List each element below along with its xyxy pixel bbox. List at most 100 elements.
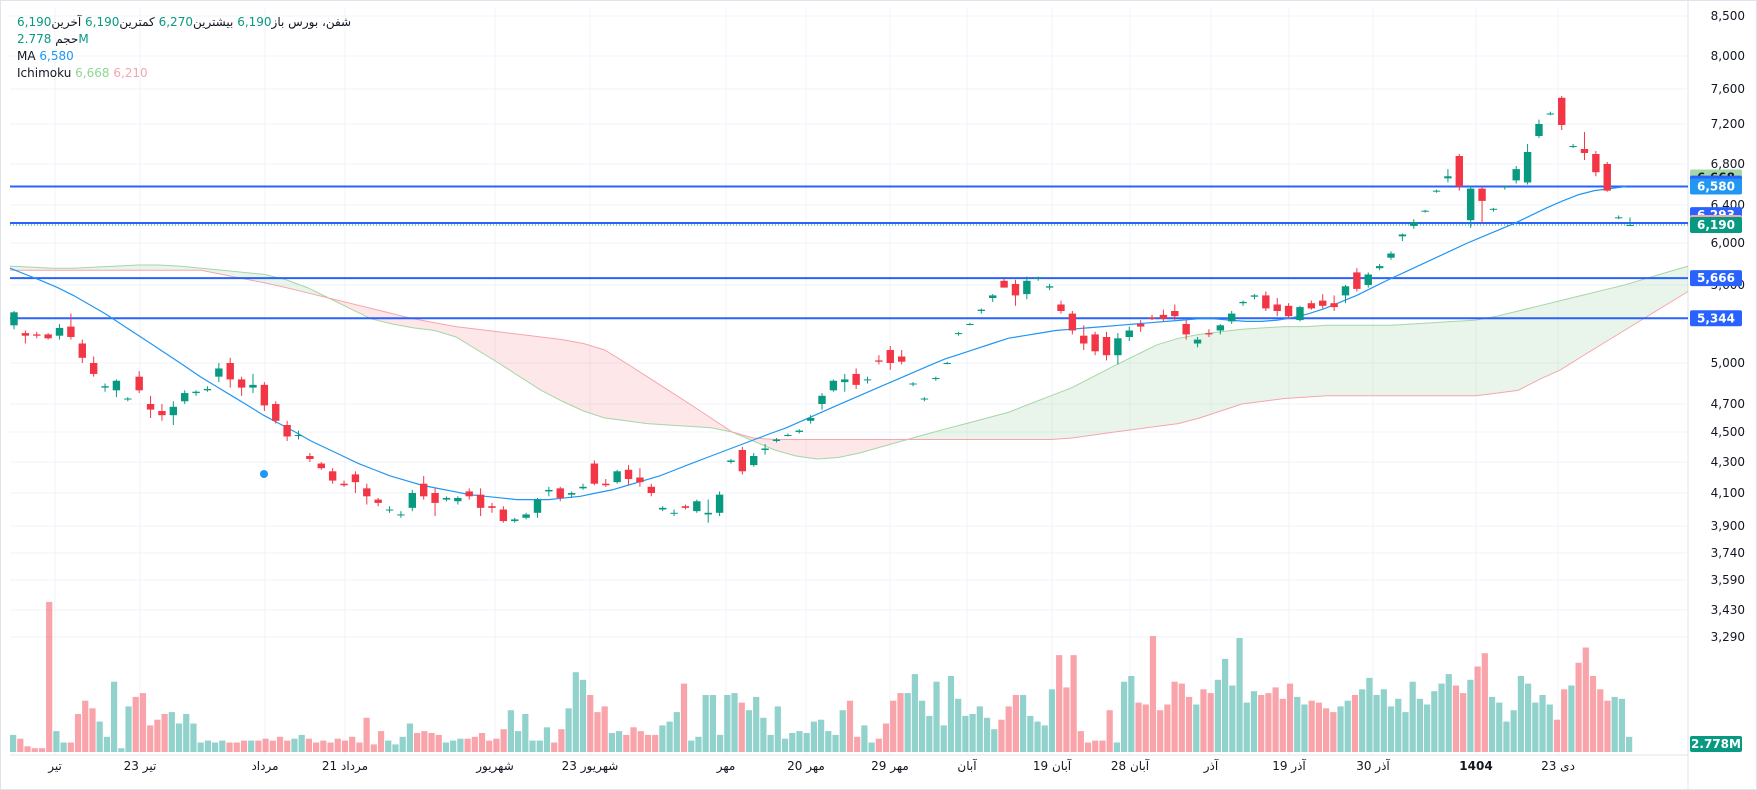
x-tick-label: آبان: [957, 758, 977, 773]
ichimoku-cloud-segment: [31, 267, 53, 271]
candle-body: [636, 477, 644, 483]
candle-body: [1011, 283, 1020, 296]
volume-bar: [1128, 676, 1135, 752]
volume-bar: [753, 696, 760, 752]
volume-bar: [435, 734, 442, 752]
candle-body: [1125, 330, 1133, 337]
volume-bar: [616, 731, 623, 752]
volume-bar: [212, 742, 219, 752]
ichimoku-cloud-segment: [1666, 266, 1688, 305]
symbol-label: شفن، بورس: [288, 15, 352, 29]
candle-body: [977, 309, 986, 311]
volume-bar: [385, 740, 392, 752]
volume-bar: [284, 740, 291, 752]
volume-bar: [154, 719, 161, 752]
candle-body: [1546, 113, 1555, 115]
ichimoku-cloud-segment: [562, 339, 584, 411]
candle-body: [818, 395, 826, 404]
candle-body: [283, 425, 291, 437]
ichimoku-cloud-segment: [965, 418, 988, 440]
ichimoku-cloud-segment: [795, 439, 818, 459]
volume-bar: [825, 731, 832, 752]
volume-bar: [724, 695, 731, 752]
candle-body: [658, 507, 667, 510]
volume-bar: [46, 601, 53, 752]
volume-bar: [926, 715, 933, 752]
ichimoku-cloud-segment: [774, 439, 796, 456]
candle-body: [385, 509, 394, 511]
candle-body: [374, 499, 382, 503]
ichimoku-cloud-segment: [1539, 300, 1561, 380]
volume-bar: [255, 740, 262, 752]
candle-body: [738, 450, 747, 472]
candle-body: [488, 506, 496, 508]
price-label-text: 5,344: [1697, 311, 1735, 325]
ichimoku-cloud-segment: [179, 266, 202, 271]
volume-bar: [594, 712, 601, 752]
volume-bar: [1532, 702, 1539, 752]
candle-body: [1455, 156, 1463, 187]
ichimoku-a-value: 6,668: [75, 66, 110, 80]
candle-body: [886, 350, 894, 363]
volume-bar: [774, 706, 781, 752]
volume-bar: [1525, 683, 1532, 752]
y-tick-label: 4,500: [1711, 425, 1745, 439]
candle-body: [169, 406, 178, 416]
volume-bar: [478, 733, 486, 752]
y-tick-label: 8,000: [1711, 49, 1745, 63]
candle-body: [272, 404, 280, 421]
volume-bar: [1553, 719, 1561, 752]
x-tick-label: 29 مهر: [871, 759, 909, 774]
volume-bar: [1027, 715, 1034, 752]
candle-body: [146, 404, 155, 410]
candle-body: [454, 497, 462, 502]
volume-bar: [875, 738, 882, 752]
candle-body: [875, 360, 883, 362]
candle-body: [1148, 317, 1156, 319]
price-label-text: 5,666: [1697, 271, 1735, 285]
volume-bar: [1034, 721, 1041, 752]
volume-bar: [962, 715, 969, 752]
candle-body: [1478, 188, 1486, 201]
volume-bar: [976, 706, 983, 752]
y-tick-label: 5,000: [1711, 356, 1745, 370]
volume-bar: [1301, 704, 1308, 752]
volume-bar: [334, 738, 341, 752]
candle-body: [909, 383, 917, 385]
volume-bar: [709, 695, 716, 752]
volume-bar: [818, 719, 825, 752]
ichimoku-cloud-segment: [371, 308, 393, 324]
volume-bar: [1222, 658, 1229, 752]
volume-bar: [1214, 679, 1221, 752]
volume-bar: [1561, 689, 1568, 752]
candle-body: [784, 435, 792, 436]
volume-axis-label-box: [1690, 736, 1742, 752]
volume-bar: [579, 679, 587, 752]
volume-bar: [399, 736, 406, 752]
candle-body: [1296, 307, 1304, 321]
ichimoku-cloud-segment: [1326, 325, 1349, 396]
x-tick-label: 21 مرداد: [322, 759, 368, 774]
price-label-text: 6,580: [1697, 180, 1735, 194]
volume-bar: [767, 734, 774, 752]
ichimoku-cloud-segment: [541, 337, 563, 402]
volume-bar: [60, 742, 67, 752]
volume-bar: [522, 714, 529, 752]
volume-bar: [1048, 689, 1056, 752]
volume-bar: [219, 740, 226, 752]
high-label: بیشترین: [192, 15, 234, 29]
volume-bar: [1575, 662, 1582, 752]
volume-bar: [132, 696, 139, 752]
candle-body: [1057, 304, 1065, 311]
volume-bar: [204, 740, 211, 752]
volume-bar: [637, 731, 644, 752]
candle-body: [1171, 311, 1179, 317]
volume-bar: [486, 740, 493, 752]
ichimoku-row: Ichimoku 6,668 6,210: [17, 65, 351, 82]
volume-bar: [1366, 677, 1373, 752]
volume-bar: [356, 742, 363, 752]
volume-bar: [276, 736, 284, 752]
volume-bar: [125, 706, 132, 752]
volume-bar: [673, 712, 680, 752]
